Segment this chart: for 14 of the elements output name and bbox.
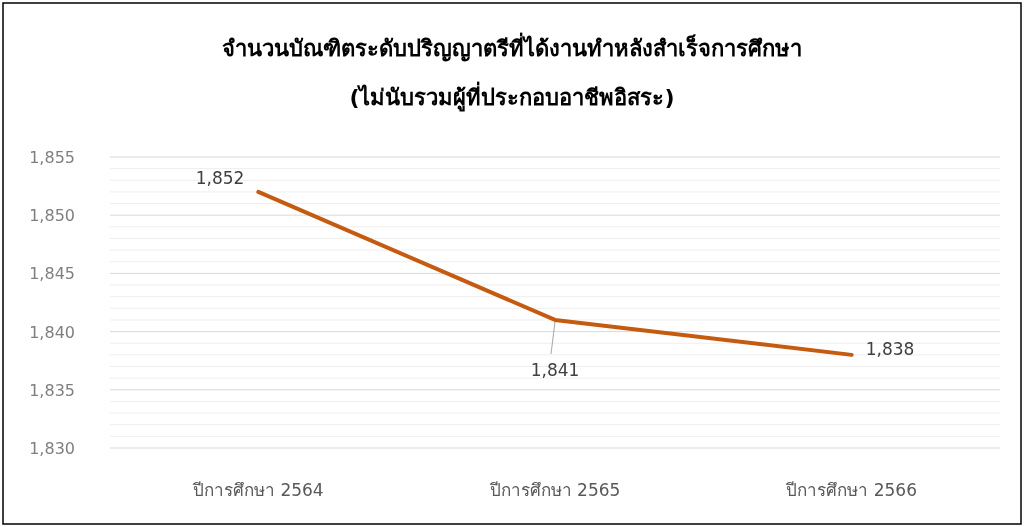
- y-tick-label: 1,850: [29, 206, 75, 226]
- data-label: 1,841: [530, 359, 580, 380]
- y-tick-label: 1,855: [29, 148, 75, 167]
- y-tick-label: 1,840: [29, 322, 75, 342]
- y-tick-label: 1,845: [29, 264, 75, 284]
- x-tick-label: ปีการศึกษา 2564: [192, 480, 324, 500]
- y-tick-label: 1,830: [29, 439, 75, 458]
- data-label: 1,852: [195, 167, 245, 188]
- y-tick-label: 1,835: [29, 380, 75, 400]
- chart-title: จำนวนบัณฑิตระดับปริญญาตรีที่ได้งานทำหลังสำเร็จการศึกษา: [222, 32, 802, 62]
- data-label: 1,838: [865, 338, 915, 359]
- x-tick-label: ปีการศึกษา 2566: [785, 480, 917, 500]
- chart-subtitle: (ไม่นับรวมผู้ที่ประกอบอาชีพอิสระ): [349, 81, 675, 112]
- x-tick-label: ปีการศึกษา 2565: [488, 480, 621, 500]
